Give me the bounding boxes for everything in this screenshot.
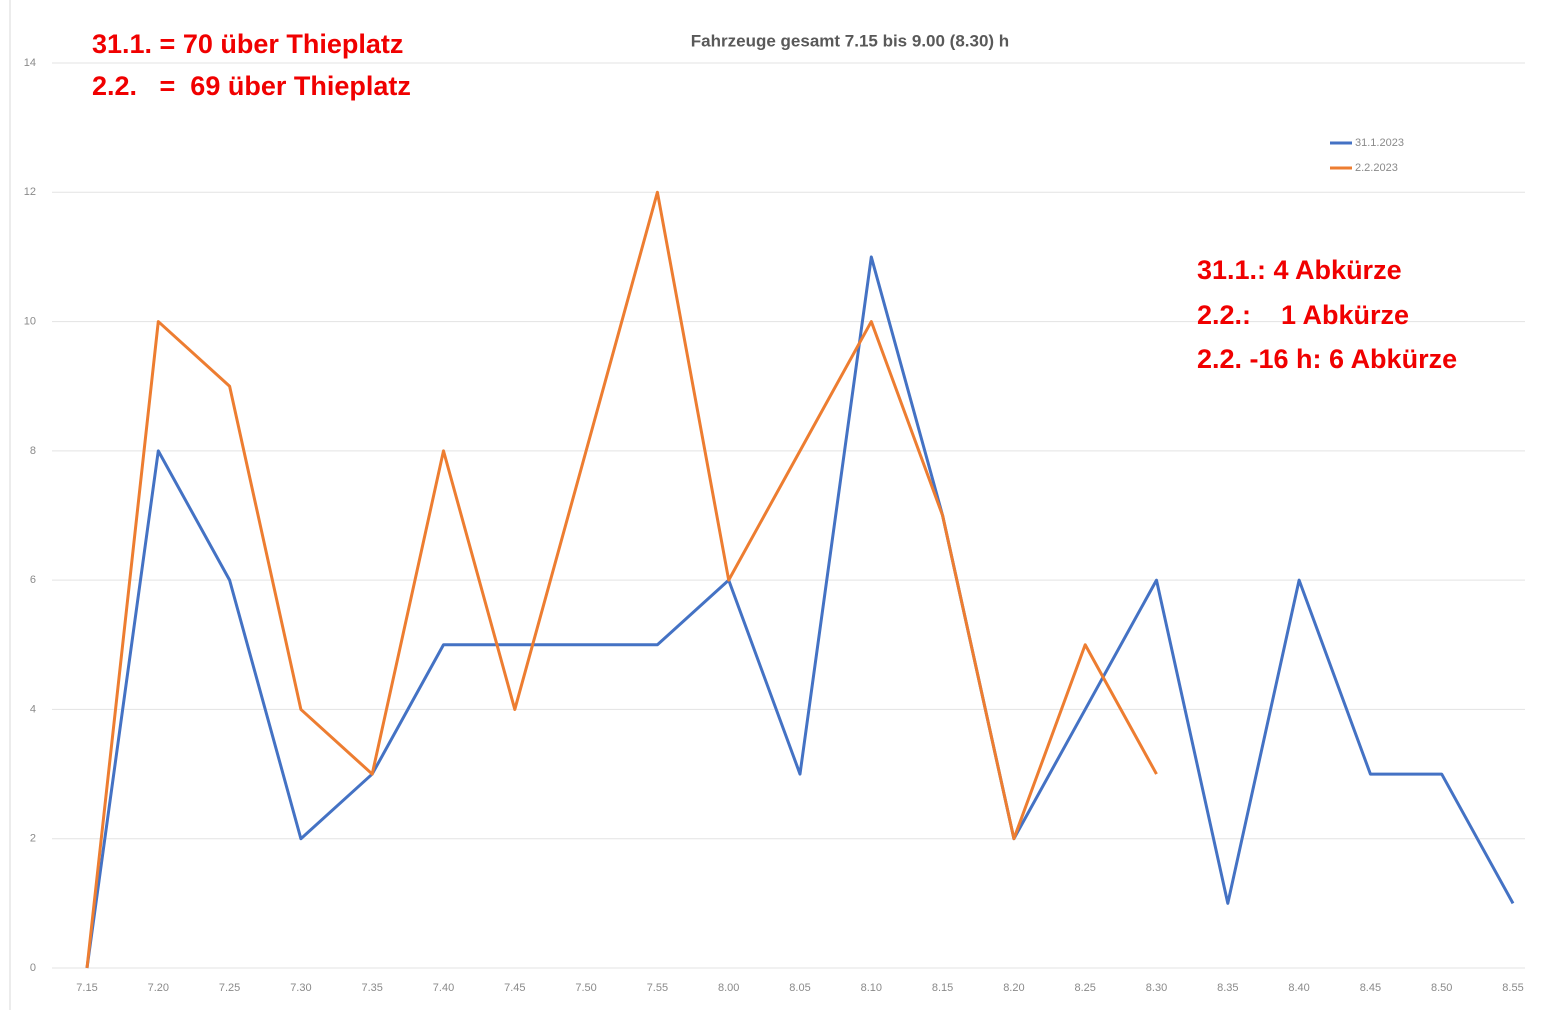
- y-tick-label: 12: [24, 186, 36, 198]
- x-tick-label: 8.45: [1360, 982, 1381, 994]
- y-tick-label: 4: [30, 703, 36, 715]
- x-tick-label: 8.55: [1502, 982, 1523, 994]
- x-tick-label: 8.25: [1074, 982, 1095, 994]
- x-tick-label: 8.40: [1288, 982, 1309, 994]
- x-tick-label: 7.25: [219, 982, 240, 994]
- annotation: 2.2. -16 h: 6 Abkürze: [1197, 344, 1457, 374]
- y-tick-label: 6: [30, 574, 36, 586]
- x-tick-label: 8.50: [1431, 982, 1452, 994]
- y-tick-label: 10: [24, 315, 36, 327]
- series-line: [85, 190, 1158, 969]
- x-tick-label: 7.20: [148, 982, 169, 994]
- x-tick-label: 8.30: [1146, 982, 1167, 994]
- legend-label: 31.1.2023: [1355, 137, 1404, 149]
- x-tick-label: 8.05: [789, 982, 810, 994]
- series-line: [85, 255, 1515, 969]
- annotation: 2.2.: 1 Abkürze: [1197, 300, 1409, 330]
- chart-title: Fahrzeuge gesamt 7.15 bis 9.00 (8.30) h: [691, 31, 1009, 50]
- x-tick-label: 7.45: [504, 982, 525, 994]
- annotation: 2.2. = 69 über Thieplatz: [92, 71, 411, 101]
- x-tick-label: 7.15: [76, 982, 97, 994]
- y-tick-label: 0: [30, 962, 36, 974]
- x-tick-label: 7.50: [575, 982, 596, 994]
- x-tick-label: 8.20: [1003, 982, 1024, 994]
- x-tick-label: 7.40: [433, 982, 454, 994]
- x-tick-label: 7.30: [290, 982, 311, 994]
- x-tick-label: 7.55: [647, 982, 668, 994]
- x-tick-label: 8.15: [932, 982, 953, 994]
- x-tick-label: 8.35: [1217, 982, 1238, 994]
- y-tick-label: 8: [30, 445, 36, 457]
- y-tick-label: 2: [30, 833, 36, 845]
- x-tick-label: 8.00: [718, 982, 739, 994]
- y-tick-label: 14: [24, 57, 36, 69]
- x-tick-label: 8.10: [861, 982, 882, 994]
- annotation: 31.1.: 4 Abkürze: [1197, 255, 1402, 285]
- legend-label: 2.2.2023: [1355, 162, 1398, 174]
- annotation: 31.1. = 70 über Thieplatz: [92, 29, 403, 59]
- x-tick-label: 7.35: [361, 982, 382, 994]
